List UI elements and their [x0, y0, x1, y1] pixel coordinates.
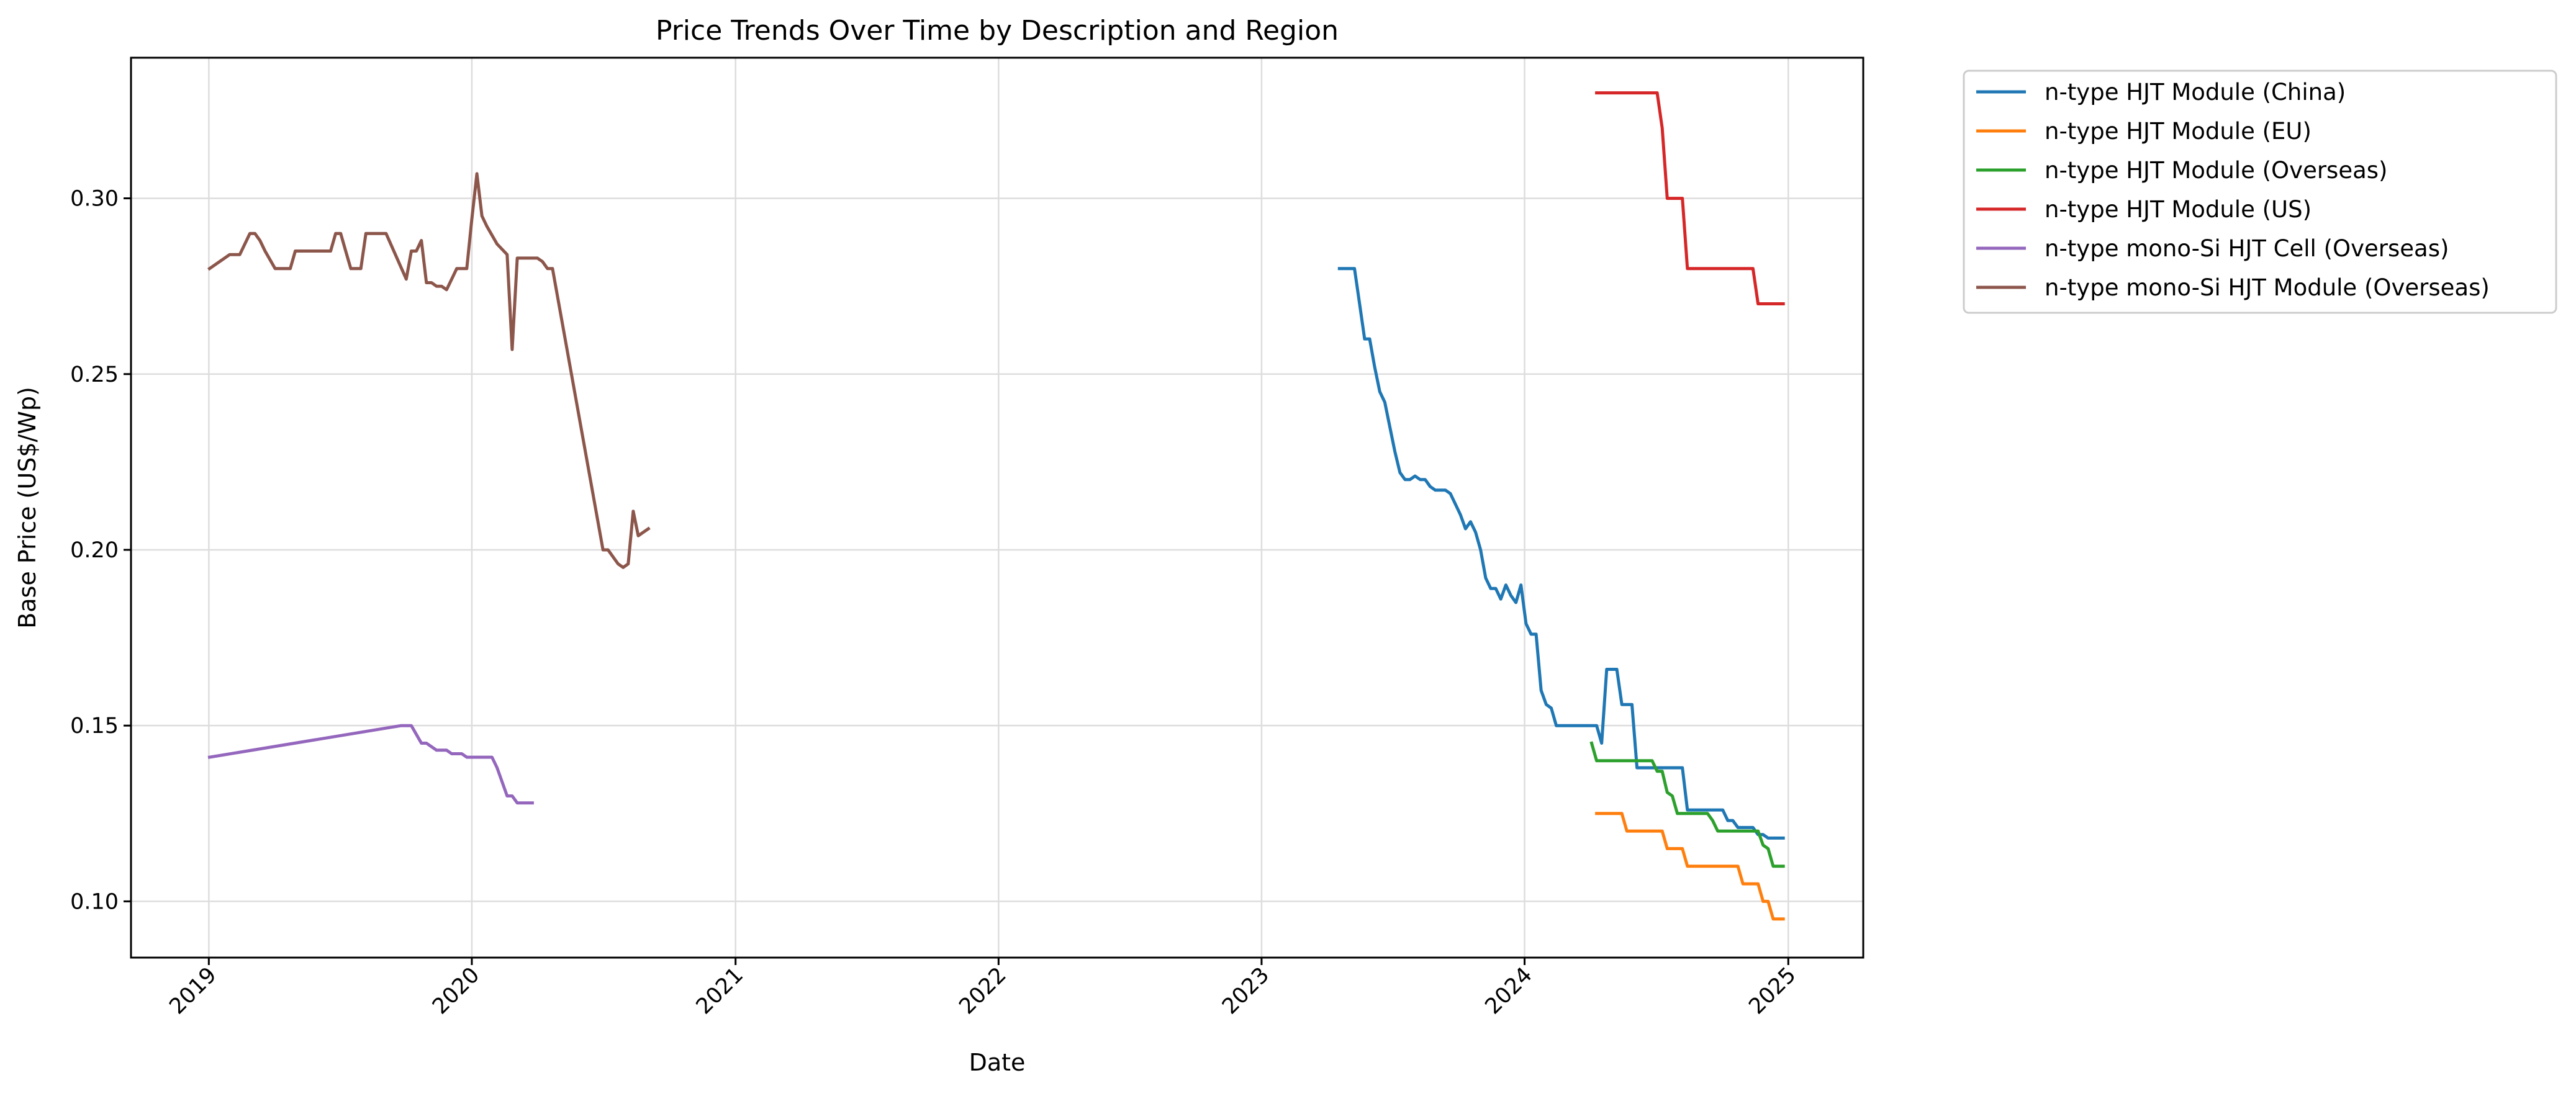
- series-line-2: [1595, 812, 1785, 921]
- legend-label: n-type HJT Module (EU): [2045, 118, 2312, 145]
- legend-label: n-type mono-Si HJT Module (Overseas): [2045, 274, 2490, 301]
- y-axis-label: Base Price (US$/Wp): [14, 387, 41, 629]
- y-tick-label: 0.15: [70, 714, 119, 739]
- series-line-6: [207, 172, 651, 569]
- series-line-3: [1589, 741, 1785, 868]
- y-tick-label: 0.30: [70, 187, 119, 212]
- series-lines: [207, 91, 1785, 921]
- series-line-5: [207, 724, 534, 805]
- y-tick-label: 0.25: [70, 362, 119, 387]
- chart-title: Price Trends Over Time by Description an…: [656, 15, 1339, 47]
- legend-label: n-type HJT Module (China): [2045, 79, 2346, 106]
- y-tick-label: 0.20: [70, 538, 119, 563]
- legend-label: n-type mono-Si HJT Cell (Overseas): [2045, 235, 2449, 262]
- grid-lines: [131, 58, 1863, 958]
- legend: n-type HJT Module (China) n-type HJT Modu…: [1963, 70, 2557, 314]
- legend-box: [1963, 70, 2557, 314]
- legend-label: n-type HJT Module (Overseas): [2045, 157, 2387, 184]
- y-tick-label: 0.10: [70, 889, 119, 914]
- x-axis-label: Date: [969, 1049, 1026, 1076]
- series-line-1: [1337, 267, 1785, 840]
- series-line-4: [1595, 91, 1785, 305]
- legend-label: n-type HJT Module (US): [2045, 196, 2312, 223]
- plot-frame: [130, 56, 1864, 959]
